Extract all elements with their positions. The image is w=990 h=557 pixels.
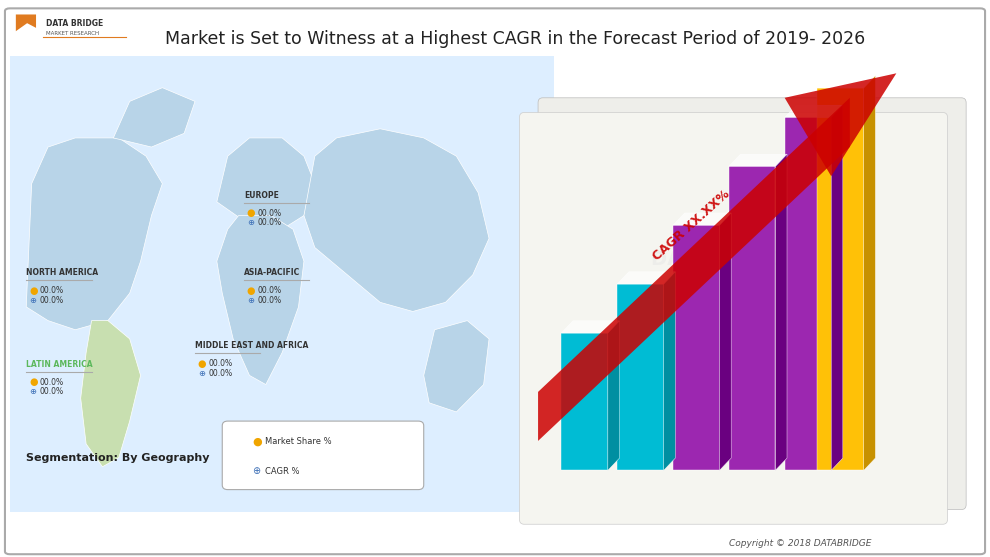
FancyBboxPatch shape [223, 421, 424, 490]
Polygon shape [27, 138, 162, 330]
Text: Segmentation: By Geography: Segmentation: By Geography [27, 453, 210, 463]
Text: DATA BRIDGE: DATA BRIDGE [651, 250, 797, 269]
Text: ASIA-PACIFIC: ASIA-PACIFIC [245, 268, 300, 277]
Text: 00.0%: 00.0% [40, 296, 64, 305]
Text: 00.0%: 00.0% [257, 218, 282, 227]
Polygon shape [663, 272, 675, 470]
Bar [785, 118, 832, 470]
Polygon shape [617, 272, 675, 284]
Text: Market Share %: Market Share % [264, 437, 332, 446]
Text: 00.0%: 00.0% [40, 286, 64, 295]
Text: 00.0%: 00.0% [209, 369, 233, 378]
Polygon shape [785, 74, 896, 176]
Text: Copyright © 2018 DATABRIDGE: Copyright © 2018 DATABRIDGE [729, 539, 871, 548]
Bar [729, 167, 775, 470]
Polygon shape [832, 105, 842, 470]
Polygon shape [424, 321, 489, 412]
Polygon shape [863, 76, 875, 470]
Bar [818, 88, 863, 470]
FancyBboxPatch shape [5, 8, 985, 554]
Text: LATIN AMERICA: LATIN AMERICA [27, 360, 93, 369]
Text: MARKET RESEARCH: MARKET RESEARCH [46, 31, 99, 36]
Polygon shape [217, 216, 304, 384]
Text: 00.0%: 00.0% [40, 378, 64, 387]
Text: EUROPE: EUROPE [245, 190, 279, 199]
Text: 00.0%: 00.0% [40, 387, 64, 396]
Text: ●: ● [247, 208, 255, 218]
Polygon shape [608, 321, 620, 470]
Polygon shape [720, 213, 732, 470]
Bar [617, 284, 663, 470]
Text: 00.0%: 00.0% [257, 296, 282, 305]
Polygon shape [775, 154, 787, 470]
Text: ●: ● [29, 286, 38, 296]
Text: ⊕: ⊕ [29, 296, 36, 305]
Polygon shape [673, 213, 732, 225]
Polygon shape [539, 98, 849, 441]
Text: 00.0%: 00.0% [257, 209, 282, 218]
FancyBboxPatch shape [539, 98, 966, 510]
Text: ●: ● [29, 377, 38, 387]
Bar [673, 225, 720, 470]
Text: ⊕: ⊕ [247, 296, 253, 305]
Text: ⊕: ⊕ [252, 466, 260, 476]
Polygon shape [114, 87, 195, 147]
Text: CAGR %: CAGR % [264, 467, 299, 476]
Polygon shape [785, 105, 842, 118]
Polygon shape [16, 14, 36, 31]
Polygon shape [217, 138, 315, 229]
FancyBboxPatch shape [520, 113, 947, 524]
Text: ⊕: ⊕ [29, 387, 36, 396]
Polygon shape [304, 129, 489, 311]
Text: Market is Set to Witness at a Highest CAGR in the Forecast Period of 2019- 2026: Market is Set to Witness at a Highest CA… [164, 30, 865, 48]
Polygon shape [81, 321, 141, 467]
Text: CAGR XX.XX%: CAGR XX.XX% [650, 187, 733, 263]
Text: MIDDLE EAST AND AFRICA: MIDDLE EAST AND AFRICA [195, 341, 309, 350]
Text: ⊕: ⊕ [198, 369, 205, 378]
Text: ⊕: ⊕ [247, 218, 253, 227]
Text: ●: ● [198, 359, 206, 369]
Polygon shape [818, 76, 875, 88]
Text: 00.0%: 00.0% [209, 359, 233, 369]
Text: ●: ● [252, 437, 262, 447]
Text: NORTH AMERICA: NORTH AMERICA [27, 268, 98, 277]
Text: DATA BRIDGE: DATA BRIDGE [46, 19, 103, 28]
Text: 00.0%: 00.0% [257, 286, 282, 295]
Polygon shape [561, 321, 620, 333]
Bar [561, 333, 608, 470]
Text: ●: ● [247, 286, 255, 296]
Polygon shape [729, 154, 787, 167]
